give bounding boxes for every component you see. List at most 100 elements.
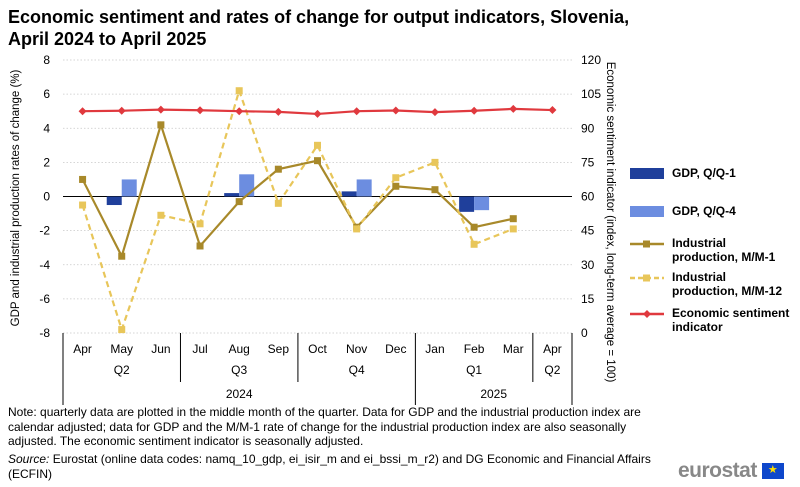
left-tick-label: -6 (39, 292, 50, 306)
chart-note: Note: quarterly data are plotted in the … (8, 405, 641, 448)
category-axis: Apr May Jun Jul Aug Sep Oct Nov Dec Jan Feb Mar Apr Q… (62, 333, 573, 405)
month-label: Jan (425, 342, 444, 356)
bar (121, 179, 137, 197)
series-point (430, 108, 439, 117)
source-label: Source: (8, 452, 50, 466)
left-tick-label: -8 (39, 326, 50, 340)
series-point (509, 215, 517, 223)
month-label: Oct (308, 342, 327, 356)
series-point (196, 220, 204, 228)
series-point (79, 201, 87, 209)
legend-item-gdp-qq1: GDP, Q/Q-1 (630, 166, 790, 180)
series-point (274, 165, 282, 173)
series-point (157, 211, 165, 219)
series-point (431, 186, 439, 194)
bar (459, 196, 475, 212)
series-point (392, 182, 400, 190)
legend-item-ip-mm1: Industrial production, M/M-1 (630, 236, 790, 264)
series-point (509, 225, 517, 233)
quarter-label: Q1 (466, 363, 482, 377)
series-point (470, 106, 479, 115)
series-point (470, 240, 478, 248)
series-point (431, 158, 439, 166)
series-point (548, 106, 557, 115)
right-tick-label: 105 (581, 87, 601, 101)
source-text: Eurostat (online data codes: namq_10_gdp… (8, 452, 651, 481)
legend-swatch-esi (630, 310, 664, 318)
series-point (392, 174, 400, 182)
bar (106, 196, 122, 206)
right-tick-label: 0 (581, 326, 588, 340)
series-point (157, 121, 165, 129)
month-label: Nov (346, 342, 367, 356)
series-point (156, 105, 165, 114)
legend-item-gdp-qq4: GDP, Q/Q-4 (630, 204, 790, 218)
bar (474, 196, 490, 211)
quarter-label: Q2 (114, 363, 130, 377)
legend-item-ip-mm12: Industrial production, M/M-12 (630, 270, 790, 298)
series-line (81, 87, 514, 334)
month-label: Sep (268, 342, 290, 356)
right-tick-label: 90 (581, 121, 595, 135)
chart-title: Economic sentiment and rates of change f… (8, 7, 630, 49)
series-point (118, 326, 126, 334)
left-tick-label: 6 (43, 87, 50, 101)
right-tick-label: 30 (581, 258, 595, 272)
quarter-label: Q2 (544, 363, 560, 377)
left-tick-label: -4 (39, 258, 50, 272)
series-point (391, 106, 400, 115)
series-point (314, 141, 321, 149)
quarter-label: Q4 (349, 363, 365, 377)
month-label: Feb (464, 342, 485, 356)
left-tick-label: 8 (43, 53, 50, 67)
series-line (81, 121, 514, 260)
y-axis-label-left: GDP and industrial production rates of c… (10, 69, 22, 326)
series-point (314, 157, 321, 165)
legend-swatch-ip-mm12 (630, 274, 664, 282)
left-tick-label: -2 (39, 224, 50, 238)
legend-label: GDP, Q/Q-4 (672, 204, 736, 218)
legend-label: GDP, Q/Q-1 (672, 166, 736, 180)
left-tick-label: 0 (43, 190, 50, 204)
legend-swatch-ip-mm1 (630, 240, 664, 248)
y-axis-label-right: Economic sentiment indicator (index, lon… (604, 62, 616, 383)
series-point (118, 252, 126, 260)
legend-label: Industrial production, M/M-12 (672, 270, 782, 298)
right-tick-label: 60 (581, 190, 595, 204)
eu-flag-icon (761, 463, 784, 479)
legend-swatch-gdp-qq4 (630, 206, 664, 217)
chart: Apr May Jun Jul Aug Sep Oct Nov Dec Jan Feb Mar Apr Q… (10, 53, 616, 405)
series-point (78, 107, 87, 116)
quarter-label: Q3 (231, 363, 247, 377)
month-label: Jun (151, 342, 170, 356)
series-point (235, 198, 243, 206)
series-point (196, 106, 205, 115)
series-point (79, 175, 87, 183)
series-point (509, 104, 518, 113)
series-point (274, 107, 283, 116)
legend-label: Industrial production, M/M-1 (672, 236, 776, 264)
series-point (352, 107, 361, 116)
month-label: Apr (73, 342, 92, 356)
series-point (274, 199, 282, 207)
series-point (235, 87, 243, 95)
month-label: Mar (503, 342, 524, 356)
right-tick-label: 15 (581, 292, 595, 306)
right-tick-label: 45 (581, 224, 595, 238)
line-series (78, 87, 557, 334)
bar (341, 191, 357, 197)
series-point (353, 225, 361, 233)
chart-source: Source: Eurostat (online data codes: nam… (8, 452, 668, 481)
right-axis-ticks: 120 105 90 75 60 45 30 15 0 (581, 53, 601, 340)
month-label: Apr (543, 342, 562, 356)
series-point (196, 242, 204, 250)
bar (239, 174, 255, 197)
left-axis-ticks: 8 6 4 2 0 -2 -4 -6 -8 (39, 53, 50, 340)
year-label: 2025 (480, 387, 507, 401)
legend-label: Economic sentiment indicator (672, 306, 790, 334)
legend-swatch-gdp-qq1 (630, 168, 664, 179)
eurostat-logo: eurostat (678, 459, 784, 483)
series-point (313, 109, 322, 118)
bar (356, 179, 372, 197)
month-label: May (110, 342, 133, 356)
